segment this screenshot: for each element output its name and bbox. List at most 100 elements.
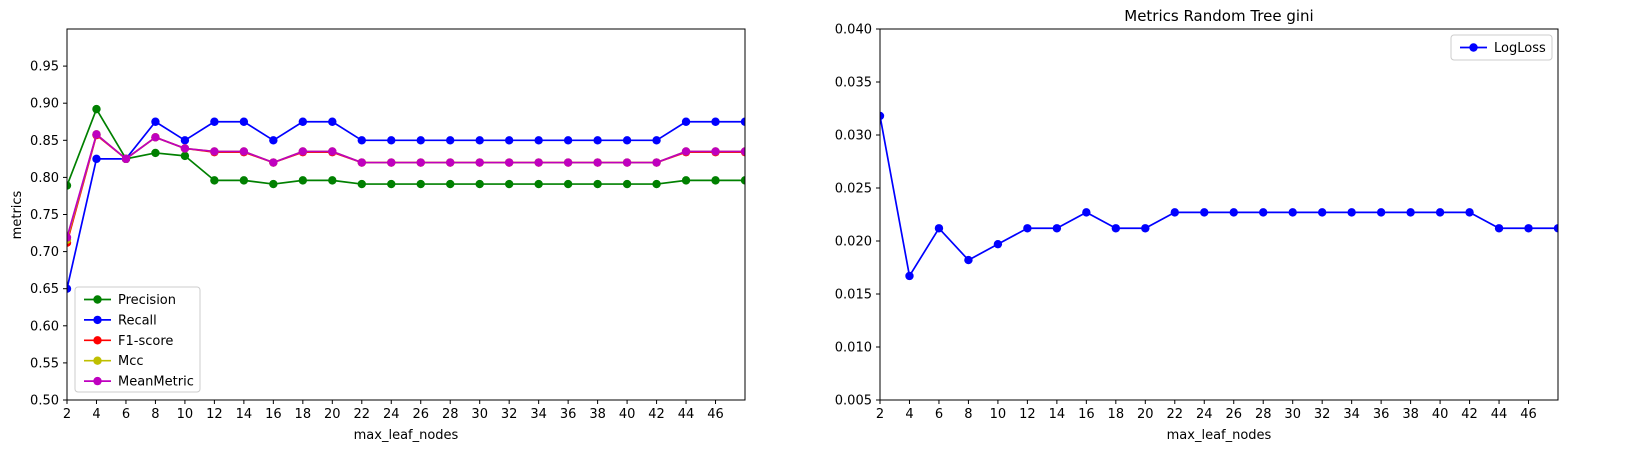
chart-1-xtick-label: 44: [1491, 407, 1508, 422]
chart-1-xtick-label: 20: [1137, 407, 1154, 422]
data-point-meanmetric: [681, 147, 691, 156]
data-point-logloss: [1082, 208, 1091, 217]
chart-0-xtick-label: 38: [589, 407, 606, 422]
data-point-recall: [416, 136, 425, 145]
chart-1-xtick-label: 26: [1225, 407, 1242, 422]
chart-1-xtick-label: 22: [1167, 407, 1184, 422]
data-point-meanmetric: [534, 158, 543, 167]
data-point-logloss: [1259, 208, 1268, 217]
data-point-recall: [180, 136, 190, 145]
data-point-precision: [298, 176, 308, 185]
chart-1-xtick-label: 42: [1461, 407, 1478, 422]
chart-1-xtick-label: 8: [964, 407, 972, 422]
data-point-meanmetric: [652, 158, 661, 167]
data-point-recall: [593, 136, 602, 145]
data-point-meanmetric: [239, 147, 249, 156]
data-point-precision: [239, 176, 249, 185]
data-point-precision: [180, 151, 190, 161]
data-point-logloss: [934, 224, 944, 233]
data-point-logloss: [1052, 224, 1062, 233]
chart-0-xtick-label: 44: [678, 407, 695, 422]
chart-0-xtick-label: 30: [471, 407, 488, 422]
chart-0-ytick-label: 0.80: [30, 171, 59, 186]
data-point-recall: [210, 117, 219, 126]
data-point-logloss: [1141, 224, 1150, 233]
chart-1-xtick-label: 24: [1196, 407, 1213, 422]
chart-0-axes-frame: [66, 28, 746, 401]
data-point-recall: [740, 117, 745, 126]
data-point-precision: [504, 179, 514, 189]
legend-box: [74, 286, 201, 393]
chart-0-xtick-label: 14: [236, 407, 253, 422]
data-point-meanmetric: [180, 144, 190, 153]
chart-0-xtick-label: 32: [501, 407, 518, 422]
data-point-recall: [67, 284, 72, 293]
data-point-logloss: [1406, 208, 1415, 217]
data-point-precision: [328, 176, 337, 185]
data-point-precision: [534, 179, 543, 189]
data-point-logloss: [1317, 208, 1327, 217]
data-point-precision: [593, 179, 602, 189]
data-point-logloss: [1200, 208, 1209, 217]
legend-marker-logloss: [1469, 43, 1478, 52]
logloss-chart: Metrics Random Tree gini max_leaf_nodes …: [835, 7, 1559, 443]
chart-1-ytick-label: 0.040: [835, 23, 872, 38]
data-point-recall: [446, 136, 455, 145]
data-point-recall: [711, 117, 720, 126]
data-point-meanmetric: [387, 158, 396, 167]
data-point-meanmetric: [563, 158, 573, 167]
chart-0-xtick-label: 26: [412, 407, 429, 422]
data-point-recall: [269, 136, 278, 145]
data-point-recall: [534, 136, 543, 145]
chart-0-xtick-label: 4: [92, 407, 100, 422]
data-point-logloss: [1347, 208, 1356, 217]
chart-0-xtick-label: 6: [122, 407, 130, 422]
legend-marker-precision: [93, 295, 102, 304]
chart-0-ytick-label: 0.55: [30, 356, 59, 371]
data-point-recall: [504, 136, 514, 145]
series-line-mcc: [67, 133, 745, 240]
chart-0-plot-area: [67, 104, 745, 293]
data-point-recall: [475, 136, 484, 145]
chart-0-xtick-label: 46: [707, 407, 724, 422]
chart-0-xtick-label: 16: [265, 407, 282, 422]
data-point-meanmetric: [416, 158, 425, 167]
data-point-logloss: [1170, 208, 1179, 217]
data-point-logloss: [1494, 224, 1504, 233]
chart-0-xtick-label: 22: [354, 407, 371, 422]
chart-1-xtick-label: 32: [1314, 407, 1331, 422]
chart-1-plot-area: [880, 111, 1558, 281]
data-point-meanmetric: [121, 154, 131, 164]
data-point-precision: [269, 179, 278, 189]
chart-0-xtick-label: 42: [648, 407, 665, 422]
data-point-recall: [298, 117, 308, 126]
chart-0-ytick-label: 0.75: [30, 208, 59, 223]
chart-1-xtick-label: 34: [1343, 407, 1360, 422]
chart-1-ytick-label: 0.020: [835, 235, 872, 250]
chart-0-ytick-label: 0.95: [30, 60, 59, 75]
chart-0-ytick-label: 0.85: [30, 134, 59, 149]
data-point-precision: [711, 176, 720, 185]
data-point-logloss: [1023, 224, 1032, 233]
legend-label-meanmetric: MeanMetric: [118, 375, 194, 390]
chart-0-xtick-label: 2: [63, 407, 71, 422]
chart-1-xtick-label: 36: [1373, 407, 1390, 422]
data-point-recall: [357, 136, 366, 145]
chart-1-ytick-label: 0.015: [835, 288, 872, 303]
chart-1-ytick-label: 0.030: [835, 129, 872, 144]
chart-1-xtick-label: 18: [1108, 407, 1125, 422]
chart-0-xlabel: max_leaf_nodes: [354, 428, 459, 443]
chart-1-ytick-label: 0.005: [835, 394, 872, 409]
data-point-precision: [446, 179, 455, 189]
chart-0-ytick-label: 0.50: [30, 394, 59, 409]
data-point-logloss: [1524, 224, 1533, 233]
legend-label-mcc: Mcc: [118, 354, 144, 369]
data-point-precision: [210, 176, 219, 185]
chart-0-ytick-label: 0.65: [30, 282, 59, 297]
data-point-precision: [416, 179, 425, 189]
legend-marker-recall: [93, 315, 102, 325]
chart-0-xtick-label: 36: [560, 407, 577, 422]
data-point-recall: [92, 154, 101, 164]
chart-0-xtick-label: 18: [295, 407, 312, 422]
series-line-precision: [67, 108, 745, 186]
